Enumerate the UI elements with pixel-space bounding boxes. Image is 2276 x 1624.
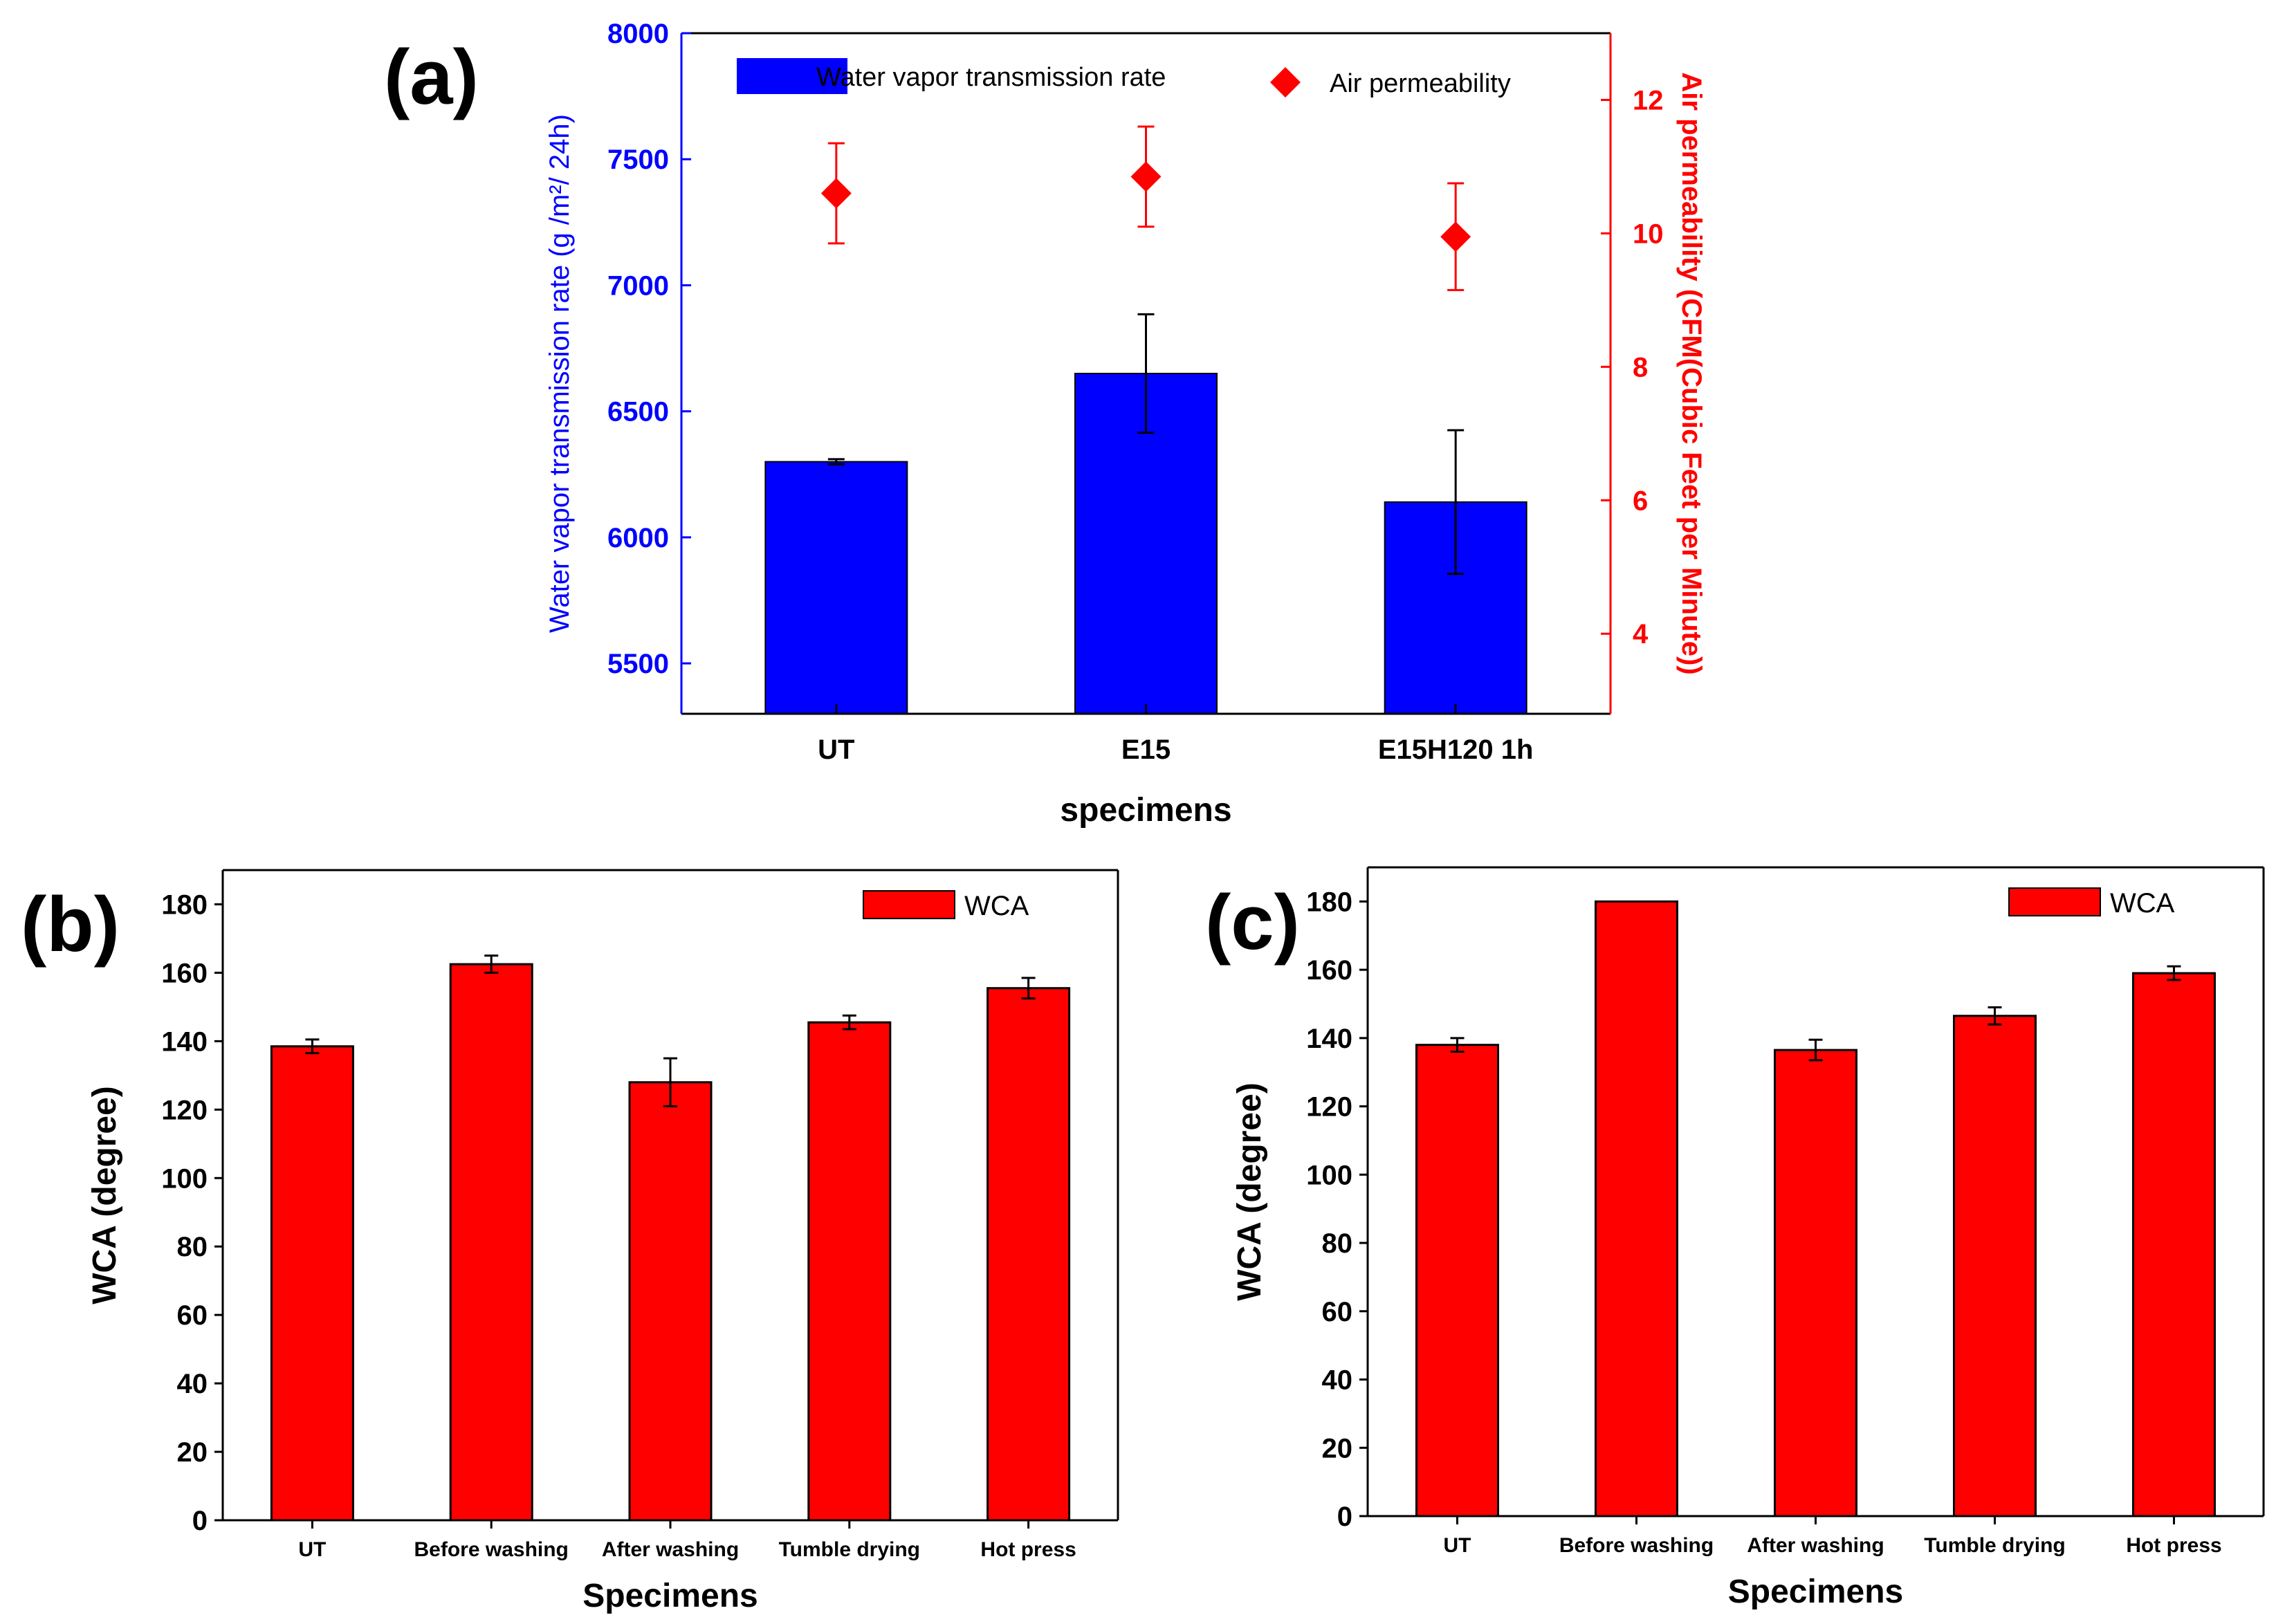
panel-c-legend-label: WCA <box>2110 888 2175 919</box>
panel-b-y-tick-label-7: 140 <box>161 1026 208 1057</box>
panel-b-bar-4 <box>986 987 1071 1522</box>
panel-b-bar-3 <box>807 1021 892 1522</box>
panel-c-x-tick-label-0: UT <box>1444 1534 1471 1557</box>
panel-b-legend-label: WCA <box>964 891 1029 921</box>
panel-c-bar-2 <box>1774 1049 1857 1517</box>
panel-c-bar-4 <box>2132 972 2216 1517</box>
a-right-tick-label-4: 12 <box>1633 85 1664 116</box>
panel-b-x-tick-label-3: Tumble drying <box>779 1538 920 1561</box>
panel-c-x-tick-label-2: After washing <box>1747 1534 1884 1557</box>
panel-b-x-tick-label-0: UT <box>298 1538 326 1561</box>
legend-wvtr-label: Water vapor transmission rate <box>816 63 1166 92</box>
panel-b-y-tick-label-2: 40 <box>177 1369 208 1399</box>
panel-b-y-tick-label-1: 20 <box>177 1437 208 1468</box>
a-y-axis-title-left: Water vapor transmission rate (g /m²/ 24… <box>544 114 575 633</box>
marker-air-2 <box>1440 221 1471 252</box>
panel-b-bar-1 <box>449 963 533 1522</box>
panel-b-errorbar-3 <box>842 1014 856 1031</box>
panel-b-label: (b) <box>21 881 120 968</box>
a-y-axis-title-right: Air permeability (CFM(Cubic Feet per Min… <box>1676 72 1707 674</box>
bar-wvtr-0 <box>764 461 908 714</box>
panel-c-y-tick-label-5: 100 <box>1306 1160 1352 1190</box>
panel-b-y-tick-label-3: 60 <box>177 1300 208 1331</box>
panel-c-y-tick-label-2: 40 <box>1322 1365 1353 1396</box>
panel-b-x-tick-label-1: Before washing <box>414 1538 569 1561</box>
panel-b-legend-swatch <box>863 890 955 919</box>
panel-c-label: (c) <box>1205 879 1300 966</box>
panel-c-errorbar-4 <box>2167 965 2181 981</box>
a-right-tick-label-2: 8 <box>1633 352 1648 382</box>
panel-a-label: (a) <box>384 34 479 120</box>
legend-wvtr-swatch <box>737 58 847 94</box>
panel-b-bar-2 <box>628 1081 713 1522</box>
a-left-tick-label-3: 7000 <box>607 270 669 301</box>
a-left-tick-label-5: 8000 <box>607 19 669 49</box>
errorbar-wvtr-0 <box>827 458 845 465</box>
panel-b-x-axis-title: Specimens <box>582 1578 758 1614</box>
panel-c-errorbar-3 <box>1988 1006 2002 1026</box>
a-left-tick-label-1: 6000 <box>607 523 669 553</box>
a-left-tick-label-2: 6500 <box>607 397 669 427</box>
panel-b-y-tick-label-6: 120 <box>161 1095 208 1125</box>
panel-c-y-tick-label-8: 160 <box>1306 955 1352 986</box>
panel-b-errorbar-4 <box>1021 977 1036 1000</box>
panel-c-y-tick-label-6: 120 <box>1306 1092 1352 1123</box>
panel-c-x-tick-label-4: Hot press <box>2126 1534 2221 1557</box>
a-left-tick-label-4: 7500 <box>607 145 669 175</box>
a-x-tick-label-2: E15H120 1h <box>1378 735 1534 765</box>
panel-b-y-tick-label-4: 80 <box>177 1232 208 1262</box>
legend-air-marker <box>1270 67 1301 98</box>
panel-b-y-axis-title: WCA (degree) <box>86 1086 123 1304</box>
panel-c-bar-0 <box>1415 1044 1499 1517</box>
panel-c-y-tick-label-9: 180 <box>1306 887 1352 917</box>
panel-c-y-tick-label-0: 0 <box>1337 1502 1352 1532</box>
a-x-axis-title: specimens <box>1060 792 1231 829</box>
panel-c-y-tick-label-4: 80 <box>1322 1228 1353 1259</box>
panel-c-y-tick-label-1: 20 <box>1322 1433 1353 1464</box>
panel-b-errorbar-2 <box>663 1057 677 1107</box>
panel-c-x-tick-label-3: Tumble drying <box>1924 1534 2065 1557</box>
panel-c-y-tick-label-3: 60 <box>1322 1297 1353 1327</box>
errorbar-wvtr-2 <box>1447 429 1465 575</box>
panel-b-bar-0 <box>270 1045 354 1522</box>
a-right-tick-label-0: 4 <box>1633 619 1649 649</box>
panel-c-y-axis-title: WCA (degree) <box>1231 1082 1268 1301</box>
panel-c-x-tick-label-1: Before washing <box>1559 1534 1714 1557</box>
panel-c-errorbar-0 <box>1450 1037 1465 1053</box>
panel-b-errorbar-0 <box>305 1038 320 1055</box>
panel-b-errorbar-1 <box>484 954 499 974</box>
panel-c-bar-1 <box>1595 900 1678 1517</box>
panel-b-y-tick-label-9: 180 <box>161 889 208 920</box>
panel-b-y-tick-label-0: 0 <box>192 1506 208 1536</box>
panel-c-legend-swatch <box>2008 887 2101 916</box>
errorbar-wvtr-1 <box>1137 313 1155 434</box>
panel-b-x-tick-label-2: After washing <box>602 1538 739 1561</box>
panel-c-errorbar-2 <box>1808 1038 1823 1062</box>
a-left-tick-label-0: 5500 <box>607 649 669 679</box>
panel-b-y-tick-label-8: 160 <box>161 958 208 988</box>
panel-c-x-axis-title: Specimens <box>1728 1574 1903 1610</box>
a-x-tick-label-0: UT <box>818 735 854 765</box>
panel-c-y-tick-label-7: 140 <box>1306 1024 1352 1054</box>
panel-b-y-tick-label-5: 100 <box>161 1163 208 1194</box>
marker-air-0 <box>820 178 852 209</box>
panel-c-bar-3 <box>1953 1015 2037 1517</box>
a-right-tick-label-3: 10 <box>1633 219 1664 249</box>
a-x-tick-label-1: E15 <box>1121 735 1171 765</box>
panel-b-x-tick-label-4: Hot press <box>980 1538 1076 1561</box>
a-right-tick-label-1: 6 <box>1633 486 1648 516</box>
legend-air-label: Air permeability <box>1330 69 1511 98</box>
marker-air-1 <box>1130 161 1162 192</box>
